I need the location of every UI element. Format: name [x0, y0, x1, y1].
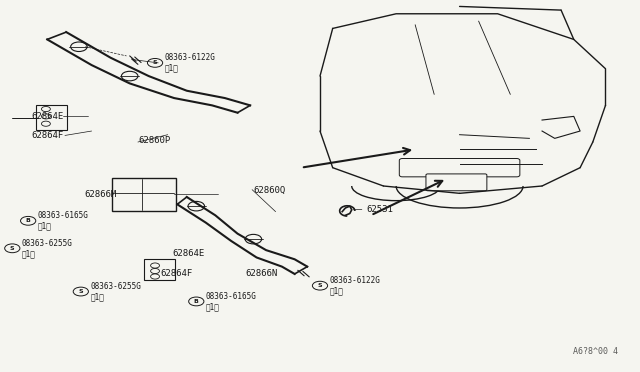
Text: 08363-6165G
（1）: 08363-6165G （1） [206, 292, 257, 311]
Text: S: S [79, 289, 83, 294]
FancyBboxPatch shape [36, 105, 67, 130]
FancyBboxPatch shape [426, 174, 487, 191]
Text: 62864F: 62864F [31, 131, 63, 140]
FancyBboxPatch shape [399, 158, 520, 177]
FancyBboxPatch shape [112, 177, 176, 211]
Text: 08363-6122G
（1）: 08363-6122G （1） [164, 53, 216, 73]
Text: 08363-6255G
（1）: 08363-6255G （1） [22, 238, 73, 258]
Text: 62864F: 62864F [160, 269, 193, 279]
Text: 08363-6165G
（1）: 08363-6165G （1） [38, 211, 88, 231]
Text: S: S [317, 283, 323, 288]
Text: S: S [10, 246, 15, 251]
Text: 62866N: 62866N [246, 269, 278, 279]
Text: 62860P: 62860P [138, 137, 170, 145]
Text: 62860Q: 62860Q [253, 186, 285, 195]
Text: 62864E: 62864E [31, 112, 63, 121]
Text: A6?8^00 4: A6?8^00 4 [573, 347, 618, 356]
Text: 08363-6255G
（1）: 08363-6255G （1） [90, 282, 141, 301]
Text: 62531: 62531 [366, 205, 393, 214]
FancyBboxPatch shape [144, 259, 175, 280]
Text: B: B [194, 299, 199, 304]
Text: S: S [153, 60, 157, 65]
Text: 62866M: 62866M [84, 190, 116, 199]
Text: B: B [26, 218, 31, 223]
Text: 62864E: 62864E [173, 249, 205, 258]
Text: 08363-6122G
（1）: 08363-6122G （1） [330, 276, 380, 295]
